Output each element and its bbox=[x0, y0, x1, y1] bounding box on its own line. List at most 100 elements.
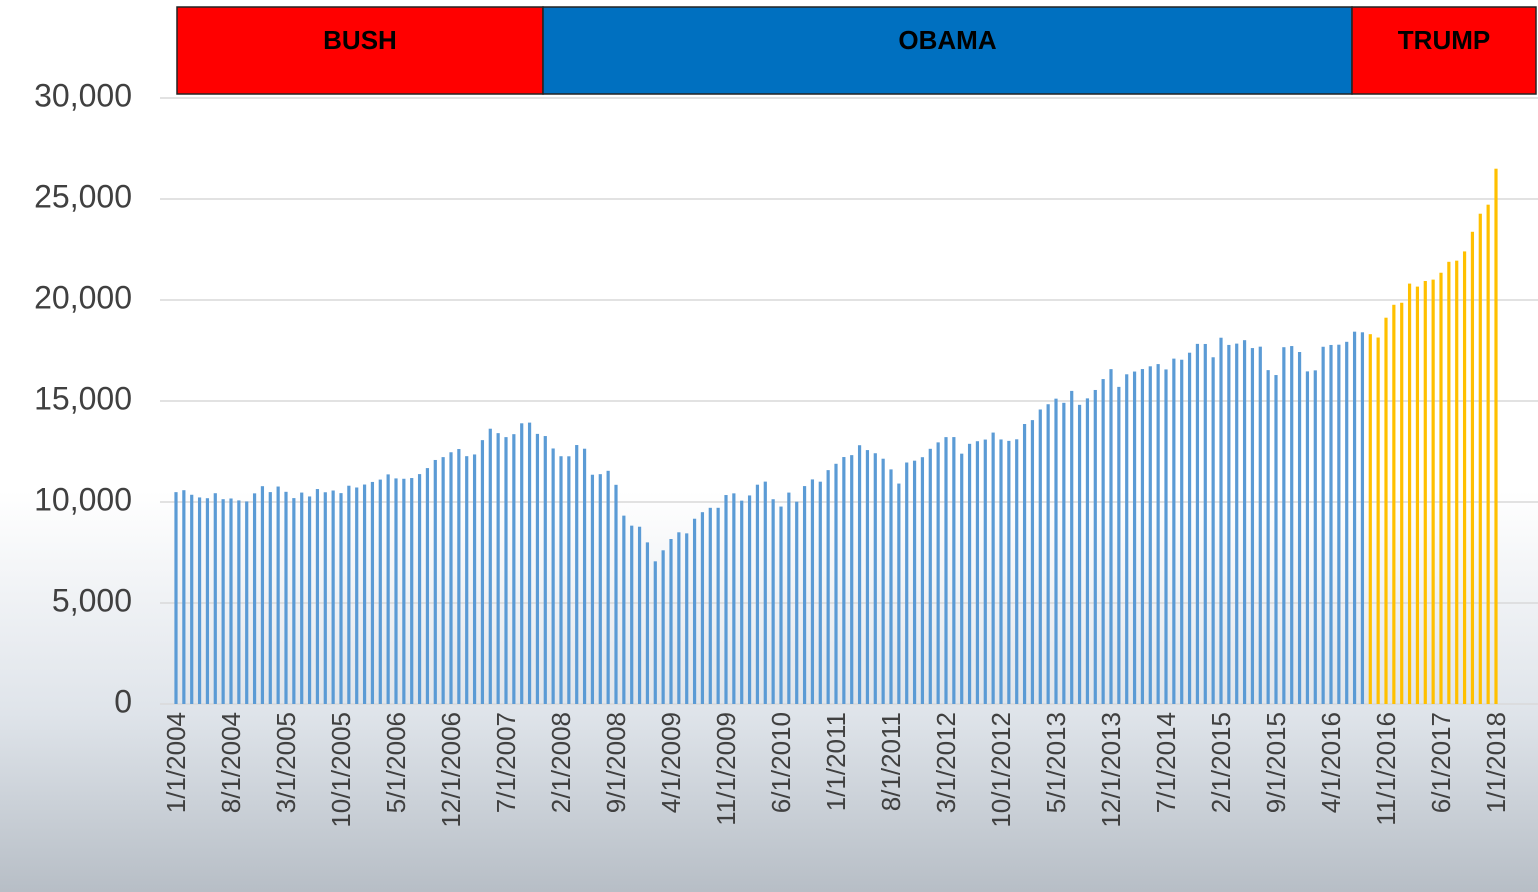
bar bbox=[708, 507, 712, 704]
bar bbox=[1148, 366, 1152, 704]
x-tick-label: 12/1/2006 bbox=[436, 712, 466, 828]
bar bbox=[567, 456, 571, 704]
bar bbox=[355, 487, 359, 704]
bar bbox=[1313, 370, 1317, 704]
bar bbox=[881, 458, 885, 704]
bar bbox=[1478, 213, 1482, 704]
bar bbox=[755, 484, 760, 704]
x-tick-label: 9/1/2008 bbox=[601, 712, 631, 813]
bar bbox=[669, 539, 673, 704]
bar bbox=[520, 423, 524, 704]
x-tick-label: 3/1/2012 bbox=[931, 712, 961, 813]
bar bbox=[292, 498, 296, 704]
bar bbox=[543, 436, 547, 704]
bar bbox=[936, 442, 940, 704]
bar bbox=[551, 448, 555, 704]
bar bbox=[559, 456, 563, 704]
bar bbox=[787, 492, 791, 704]
x-tick-label: 8/1/2004 bbox=[216, 712, 246, 813]
x-tick-label: 9/1/2015 bbox=[1261, 712, 1291, 813]
bar bbox=[1447, 261, 1451, 704]
x-tick-label: 1/1/2011 bbox=[821, 712, 851, 811]
bar bbox=[1140, 369, 1145, 704]
bar bbox=[795, 501, 799, 704]
bar bbox=[747, 495, 752, 704]
bar bbox=[1062, 402, 1066, 704]
x-tick-label: 11/1/2016 bbox=[1371, 712, 1401, 826]
bar bbox=[1077, 404, 1082, 704]
bar bbox=[575, 445, 579, 704]
bar bbox=[1250, 348, 1255, 704]
bar bbox=[590, 474, 595, 704]
bar bbox=[1235, 343, 1239, 704]
bar bbox=[1274, 375, 1278, 704]
bar bbox=[920, 457, 925, 704]
bar bbox=[1321, 346, 1325, 704]
bar bbox=[1030, 420, 1035, 704]
x-tick-label: 10/1/2005 bbox=[326, 712, 356, 828]
x-tick-label: 4/1/2009 bbox=[656, 712, 686, 813]
bar bbox=[606, 470, 610, 704]
bar bbox=[598, 474, 602, 704]
y-tick-label: 30,000 bbox=[34, 77, 132, 113]
bar bbox=[1172, 358, 1176, 704]
y-tick-label: 25,000 bbox=[34, 178, 132, 214]
bar bbox=[174, 492, 178, 704]
bar bbox=[245, 501, 249, 704]
bar bbox=[967, 443, 972, 704]
bar bbox=[402, 478, 406, 704]
bar bbox=[1415, 286, 1420, 704]
y-tick-label: 5,000 bbox=[52, 582, 132, 618]
bar bbox=[1290, 346, 1294, 704]
bar bbox=[331, 490, 335, 704]
bar bbox=[685, 533, 689, 704]
x-tick-label: 4/1/2016 bbox=[1316, 712, 1346, 813]
bar bbox=[645, 542, 650, 704]
bar bbox=[1494, 168, 1498, 704]
bar bbox=[1242, 340, 1247, 704]
bar bbox=[614, 484, 618, 704]
x-tick-label: 6/1/2010 bbox=[766, 712, 796, 813]
bar bbox=[1400, 302, 1404, 704]
bar bbox=[1423, 280, 1427, 704]
bar bbox=[692, 518, 697, 704]
x-tick-label: 3/1/2005 bbox=[271, 712, 301, 813]
bar bbox=[205, 498, 210, 704]
bar bbox=[905, 462, 909, 704]
bar bbox=[1015, 439, 1019, 704]
bar bbox=[1101, 379, 1105, 704]
x-tick-label: 6/1/2017 bbox=[1426, 712, 1456, 813]
bar bbox=[1156, 364, 1160, 704]
bar bbox=[1368, 334, 1372, 704]
bar bbox=[1219, 337, 1223, 704]
bar bbox=[826, 470, 830, 704]
bar bbox=[1195, 343, 1200, 704]
bar bbox=[857, 445, 862, 704]
x-tick-label: 1/1/2004 bbox=[161, 712, 191, 813]
y-tick-label: 20,000 bbox=[34, 279, 132, 315]
bar bbox=[716, 507, 720, 704]
bar bbox=[1109, 369, 1113, 704]
bar bbox=[653, 561, 657, 704]
bar bbox=[1384, 317, 1388, 704]
x-tick-label: 5/1/2006 bbox=[381, 712, 411, 813]
bar bbox=[622, 515, 626, 704]
bar bbox=[425, 468, 430, 704]
bar bbox=[1345, 341, 1349, 704]
bar bbox=[307, 496, 312, 704]
bar bbox=[802, 486, 807, 704]
bar bbox=[897, 483, 901, 704]
bar bbox=[630, 525, 634, 704]
bar bbox=[1007, 440, 1011, 704]
bar bbox=[1455, 260, 1459, 704]
bar bbox=[237, 500, 241, 704]
era-label: BUSH bbox=[323, 25, 397, 55]
bar bbox=[182, 490, 186, 704]
bar bbox=[347, 485, 351, 704]
bar bbox=[362, 484, 367, 704]
bar bbox=[488, 428, 492, 704]
bar bbox=[370, 481, 375, 704]
bar bbox=[912, 460, 917, 704]
